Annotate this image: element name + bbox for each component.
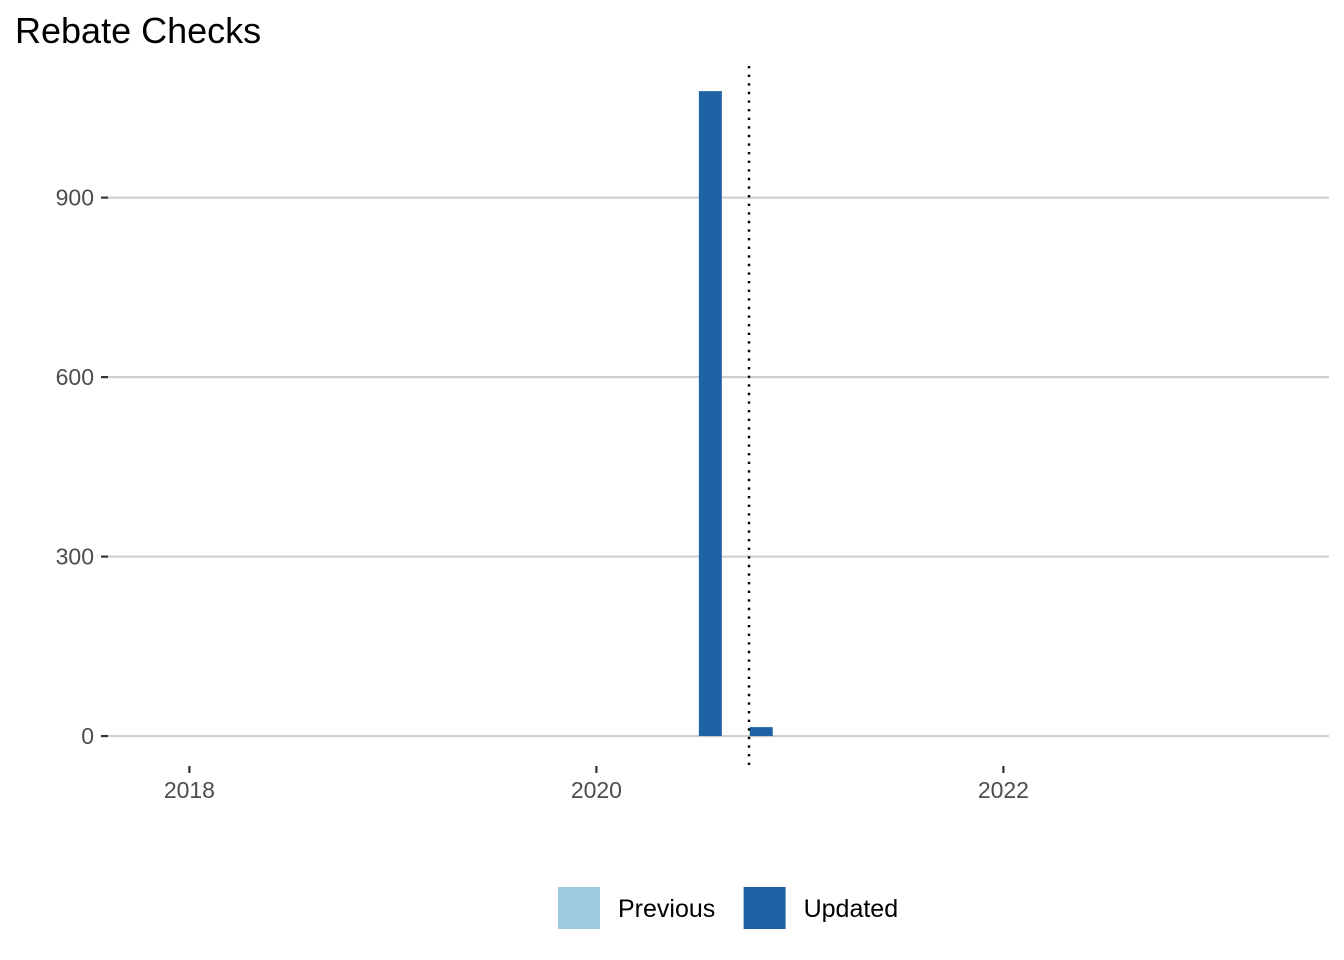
y-tick-label: 300 xyxy=(56,544,94,570)
bar-updated xyxy=(698,91,722,737)
bar-updated xyxy=(749,727,773,737)
legend: Previous Updated xyxy=(558,887,898,929)
y-tick-label: 0 xyxy=(81,723,94,749)
chart-title: Rebate Checks xyxy=(15,10,261,51)
legend-key-updated xyxy=(743,887,786,929)
legend-label-previous: Previous xyxy=(618,895,715,923)
bars xyxy=(698,91,773,737)
y-tick-label: 600 xyxy=(56,364,94,390)
legend-label-updated: Updated xyxy=(804,895,899,923)
x-tick-label: 2022 xyxy=(978,777,1029,803)
x-axis: 2018 2020 2022 xyxy=(164,766,1029,803)
legend-key-previous xyxy=(558,887,600,929)
y-axis: 0 300 600 900 xyxy=(56,185,108,749)
plot-area: 0 300 600 900 2018 2020 2022 xyxy=(56,66,1329,803)
x-tick-label: 2018 xyxy=(164,777,215,803)
x-tick-label: 2020 xyxy=(571,777,622,803)
y-tick-label: 900 xyxy=(56,185,94,211)
